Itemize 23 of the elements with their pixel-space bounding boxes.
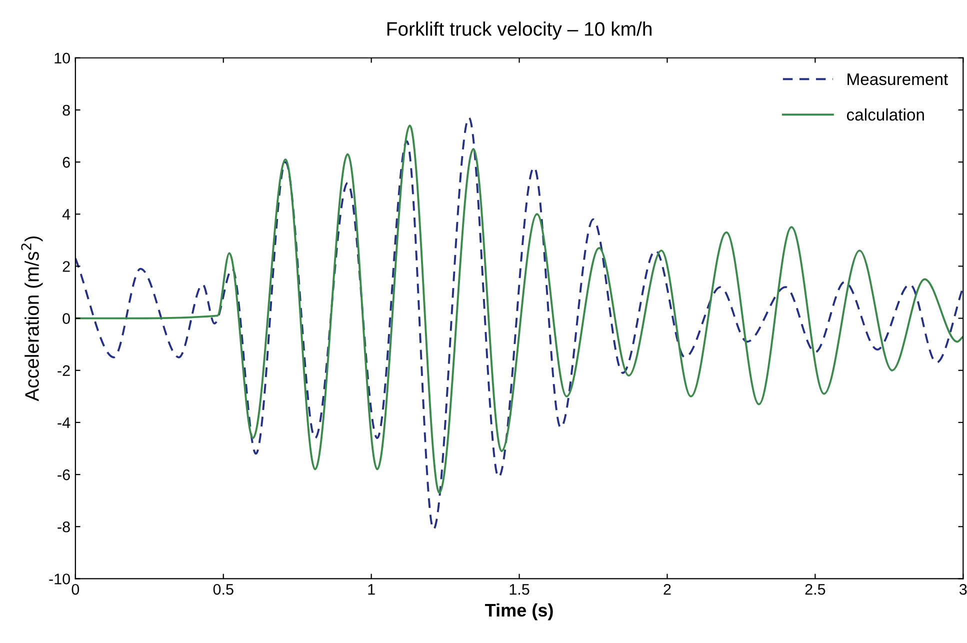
x-tick-label: 2.5 (805, 584, 826, 595)
y-tick-label: 0 (62, 313, 70, 324)
y-tick-label: 2 (62, 261, 70, 272)
y-tick-label: -6 (58, 469, 70, 480)
y-tick-label: -4 (58, 417, 70, 428)
y-tick-label: 4 (62, 209, 70, 220)
y-tick-label: -8 (58, 521, 70, 532)
y-tick-label: -2 (58, 365, 70, 376)
x-axis-title: Time (s) (485, 603, 553, 620)
y-tick-label: 8 (62, 104, 70, 116)
x-tick-label: 2 (664, 584, 671, 595)
y-tick-label: -10 (49, 574, 70, 584)
chart-title: Forklift truck velocity – 10 km/h (387, 22, 652, 40)
x-tick-label: 1 (368, 584, 375, 595)
x-tick-label: 0 (72, 584, 80, 595)
y-tick-label: 10 (54, 52, 70, 64)
legend-label: Measurement (848, 73, 948, 86)
x-tick-label: 1.5 (510, 584, 530, 595)
y-axis-title: Acceleration (m/s$^{2}$) (21, 236, 43, 402)
x-tick-label: 0.5 (213, 584, 234, 595)
x-tick-label: 3 (959, 584, 967, 595)
legend-label: calculation (846, 108, 924, 121)
y-tick-label: 6 (62, 156, 70, 168)
